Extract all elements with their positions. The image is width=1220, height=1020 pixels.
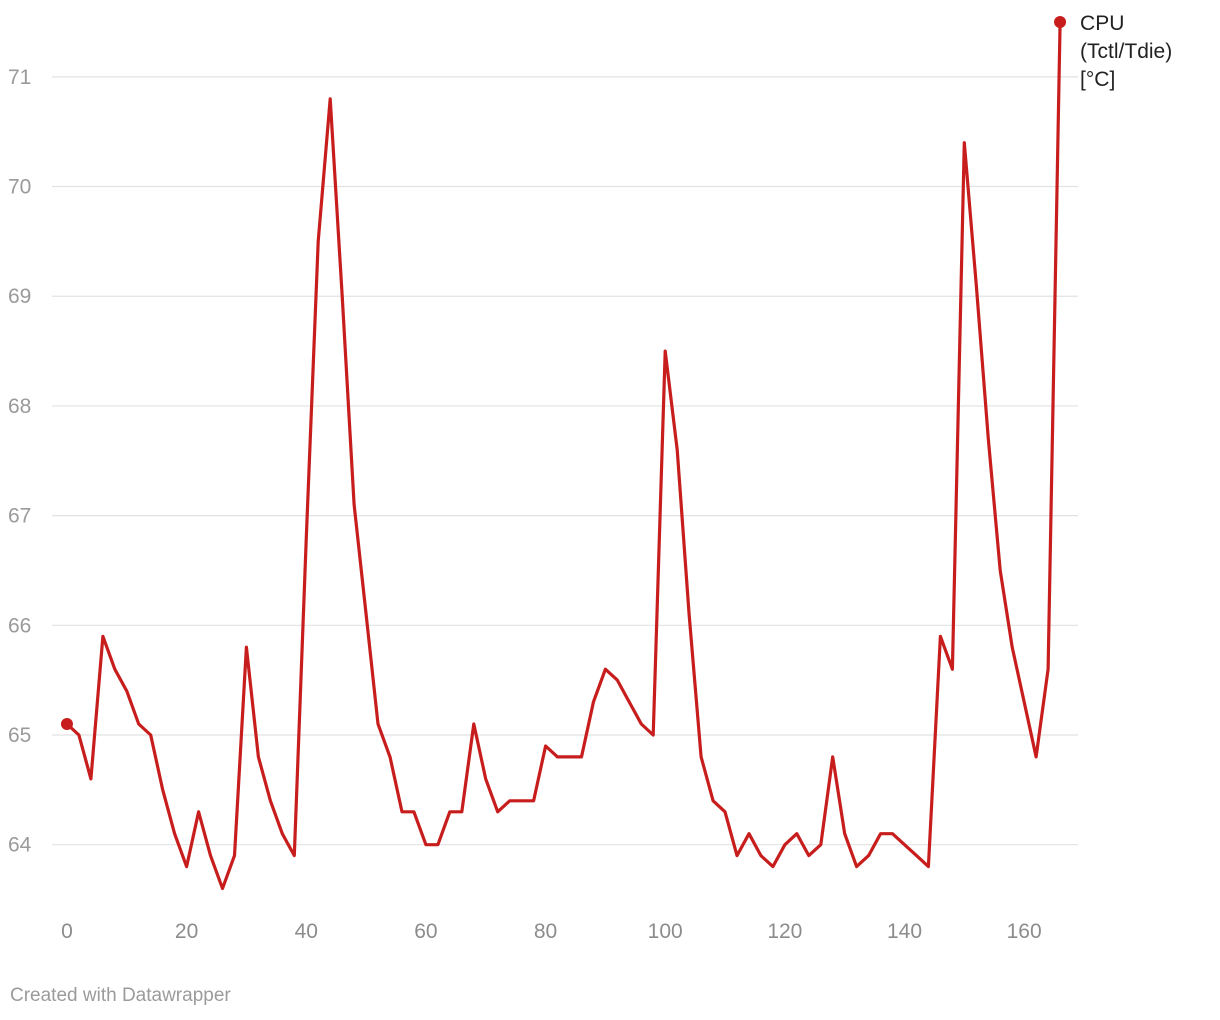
- y-tick-label: 67: [8, 505, 31, 528]
- series-label: CPU (Tctl/Tdie) [°C]: [1080, 12, 1172, 91]
- x-axis-tick-labels: 0 20 40 60 80 100 120 140 160: [61, 920, 1042, 943]
- series-start-point: [60, 718, 73, 731]
- x-tick-label: 20: [175, 920, 198, 943]
- y-tick-label: 68: [8, 395, 31, 418]
- y-axis-tick-labels: 64 65 66 67 68 69 70 71: [8, 66, 32, 857]
- gridlines: [52, 76, 1078, 846]
- y-tick-label: 66: [8, 614, 31, 637]
- x-tick-label: 100: [648, 920, 683, 943]
- series-label-line: (Tctl/Tdie): [1080, 40, 1172, 63]
- y-tick-label: 71: [8, 66, 31, 89]
- x-tick-label: 40: [295, 920, 318, 943]
- credit-footer: Created with Datawrapper: [10, 985, 231, 1006]
- x-tick-label: 0: [61, 920, 73, 943]
- series-line: [65, 20, 1062, 891]
- y-tick-label: 64: [8, 834, 32, 857]
- x-tick-label: 60: [414, 920, 437, 943]
- series-label-line: CPU: [1080, 12, 1124, 35]
- x-tick-label: 120: [767, 920, 802, 943]
- series-end-point: [1054, 16, 1067, 28]
- x-tick-label: 140: [887, 920, 922, 943]
- series-label-layer: CPU (Tctl/Tdie) [°C]: [1080, 12, 1172, 91]
- x-tick-label: 80: [534, 920, 557, 943]
- y-tick-label: 69: [8, 285, 31, 308]
- series-layer: [60, 16, 1067, 891]
- y-tick-label: 70: [8, 176, 31, 199]
- series-label-line: [°C]: [1080, 68, 1115, 91]
- x-tick-label: 160: [1007, 920, 1042, 943]
- y-tick-label: 65: [8, 724, 31, 747]
